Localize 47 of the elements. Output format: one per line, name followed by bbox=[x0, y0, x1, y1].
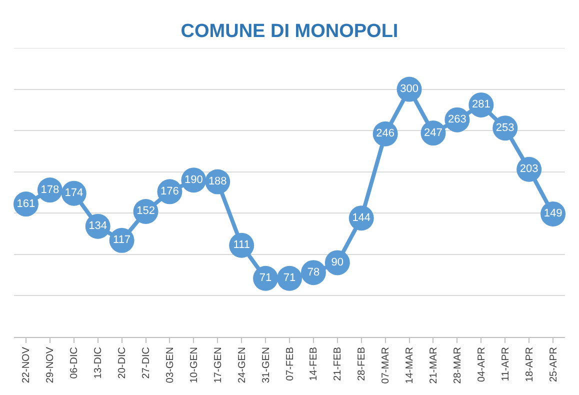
x-tick-label: 03-GEN bbox=[164, 347, 176, 384]
x-tick-label: 14-FEB bbox=[308, 346, 320, 381]
x-tick-label: 21-FEB bbox=[332, 346, 344, 381]
data-label: 246 bbox=[376, 128, 395, 140]
data-label: 149 bbox=[544, 208, 562, 220]
data-label: 203 bbox=[520, 163, 538, 176]
x-tick-label: 07-MAR bbox=[380, 347, 392, 384]
chart-title: COMUNE DI MONOPOLI bbox=[180, 21, 398, 42]
x-tick-label: 10-GEN bbox=[188, 347, 200, 384]
data-label: 111 bbox=[233, 239, 250, 252]
x-tick-label: 24-GEN bbox=[236, 347, 248, 384]
x-tick-label: 07-FEB bbox=[284, 346, 296, 381]
data-label: 178 bbox=[40, 184, 60, 196]
x-tick-label: 04-APR bbox=[476, 347, 488, 382]
x-tick-label: 17-GEN bbox=[212, 347, 224, 384]
data-label: 144 bbox=[352, 212, 371, 224]
data-label: 263 bbox=[448, 114, 466, 126]
data-label: 174 bbox=[64, 187, 84, 200]
data-label: 281 bbox=[472, 98, 490, 111]
data-label: 152 bbox=[136, 205, 155, 218]
data-label: 71 bbox=[259, 272, 272, 284]
x-tick-label: 21-MAR bbox=[428, 347, 440, 384]
x-tick-label: 06-DIC bbox=[69, 347, 80, 379]
x-tick-label: 18-APR bbox=[524, 347, 536, 382]
data-label: 176 bbox=[160, 185, 179, 198]
x-tick-label: 29-NOV bbox=[45, 346, 56, 384]
x-tick-label: 20-DIC bbox=[117, 347, 128, 379]
data-label: 78 bbox=[307, 266, 320, 278]
data-label: 117 bbox=[113, 234, 131, 246]
data-label: 188 bbox=[208, 176, 227, 188]
x-tick-label: 14-MAR bbox=[404, 347, 416, 384]
data-label: 247 bbox=[424, 126, 442, 139]
data-label: 71 bbox=[283, 272, 296, 284]
x-tick-label: 11-APR bbox=[500, 347, 512, 382]
data-label: 161 bbox=[16, 198, 36, 210]
x-tick-label: 28-MAR bbox=[452, 347, 464, 384]
x-tick-label: 22-NOV bbox=[21, 346, 32, 384]
data-label: 253 bbox=[496, 122, 514, 134]
x-tick-label: 27-DIC bbox=[141, 347, 152, 379]
x-tick-label: 25-APR bbox=[548, 347, 560, 382]
data-label: 134 bbox=[88, 220, 108, 232]
x-tick-label: 31-GEN bbox=[260, 347, 272, 384]
data-label: 190 bbox=[184, 174, 203, 186]
data-label: 300 bbox=[400, 83, 418, 96]
x-tick-label: 13-DIC bbox=[93, 347, 104, 379]
data-label: 90 bbox=[331, 256, 344, 268]
x-tick-label: 28-FEB bbox=[356, 346, 368, 381]
